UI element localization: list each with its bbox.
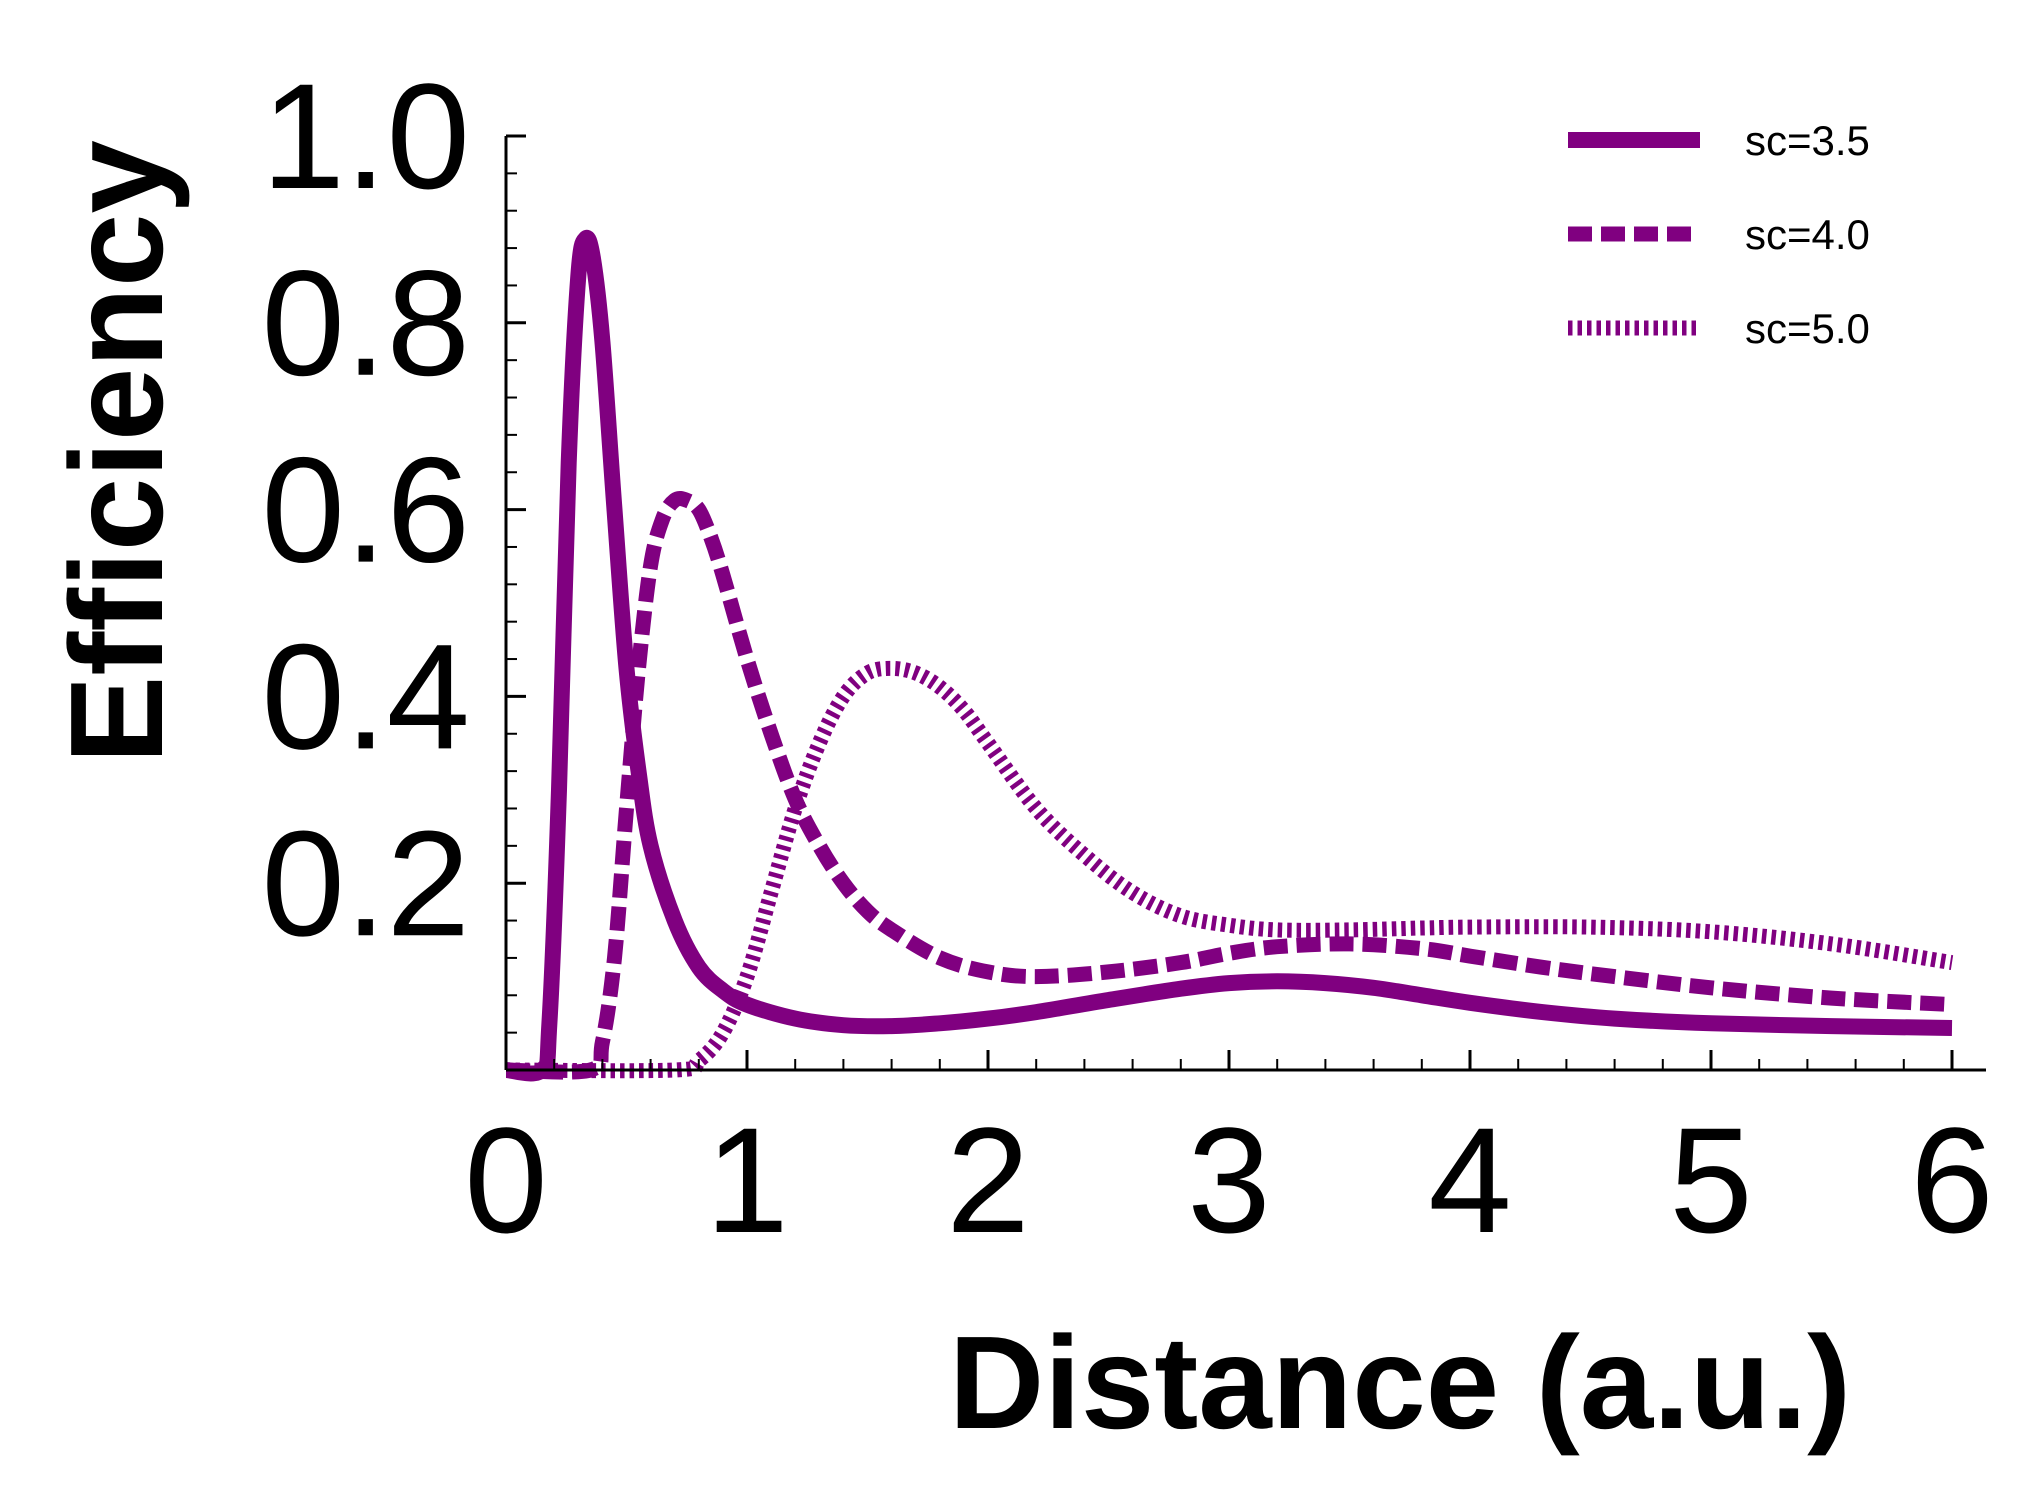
tick-labels: 0 1 2 3 4 5 6 0.2 0.4 0.6 0.8 1.0 — [261, 52, 1993, 1264]
x-axis-title: Distance (a.u.) — [949, 1309, 1851, 1456]
x-tick-label: 5 — [1669, 1096, 1752, 1264]
y-tick-label: 0.2 — [261, 799, 470, 967]
y-tick-label: 1.0 — [261, 52, 470, 220]
plot-area — [505, 229, 1954, 1082]
y-axis-title: Efficiency — [43, 140, 190, 764]
y-tick-label: 0.6 — [261, 426, 470, 594]
x-tick-label: 0 — [464, 1096, 547, 1264]
x-tick-label: 3 — [1187, 1096, 1270, 1264]
x-tick-label: 2 — [946, 1096, 1029, 1264]
x-tick-label: 1 — [705, 1096, 788, 1264]
axes — [504, 134, 1986, 1072]
x-tick-label: 6 — [1910, 1096, 1993, 1264]
series-line-sc-5-0 — [505, 660, 1954, 1079]
series-line-sc-3-5 — [505, 229, 1953, 1082]
x-tick-label: 4 — [1428, 1096, 1511, 1264]
legend-label: sc=5.0 — [1745, 305, 1870, 352]
y-tick-label: 0.4 — [261, 612, 470, 780]
y-tick-label: 0.8 — [261, 239, 470, 407]
legend: sc=3.5 sc=4.0 sc=5.0 — [1568, 117, 1870, 352]
legend-label: sc=3.5 — [1745, 117, 1870, 164]
legend-label: sc=4.0 — [1745, 211, 1870, 258]
